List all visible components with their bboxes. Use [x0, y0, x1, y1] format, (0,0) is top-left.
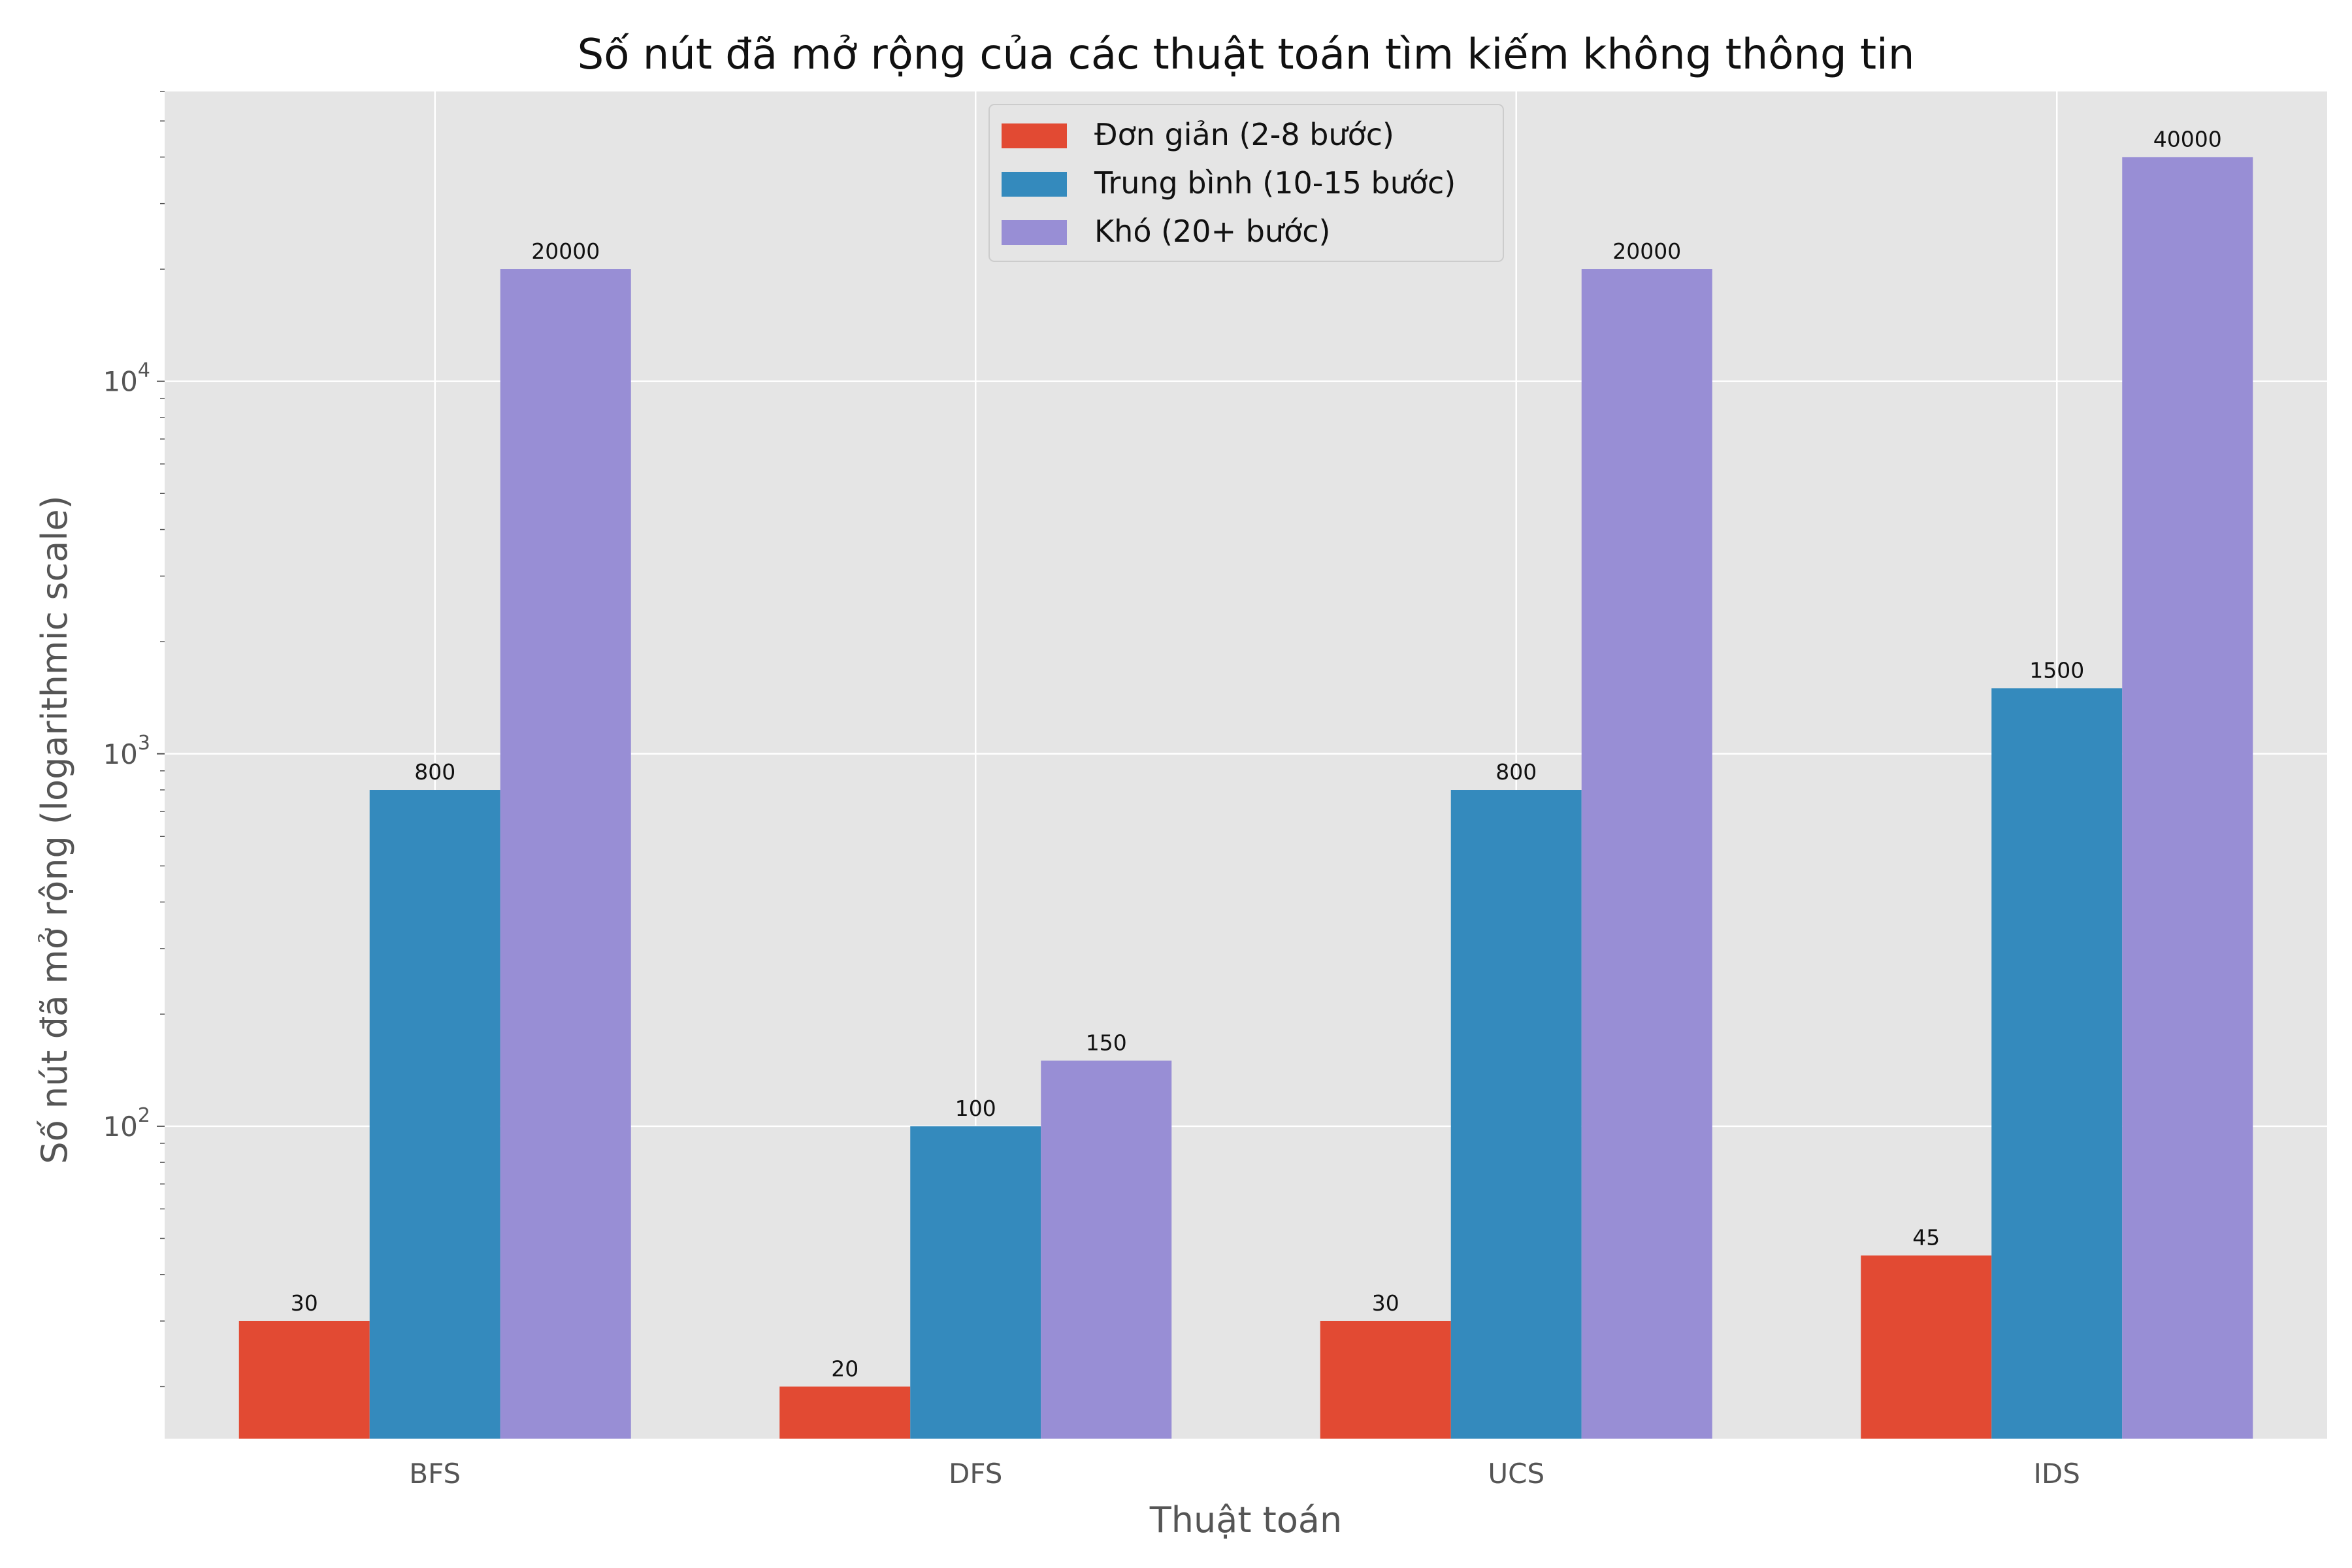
legend-label-medium: Trung bình (10-15 bước)	[1094, 165, 1456, 201]
chart-title: Số nút đã mở rộng của các thuật toán tìm…	[578, 31, 1915, 79]
x-tick-label-ids: IDS	[2034, 1458, 2080, 1490]
bar-ucs-medium	[1450, 790, 1582, 1439]
bar-bfs-hard	[500, 269, 631, 1439]
x-tick-label-bfs: BFS	[409, 1458, 461, 1490]
data-label-dfs-hard: 150	[1086, 1030, 1127, 1055]
bar-dfs-medium	[910, 1126, 1041, 1439]
legend: Đơn giản (2-8 bước) Trung bình (10-15 bư…	[988, 104, 1504, 262]
y-axis-label: Số nút đã mở rộng (logarithmic scale)	[34, 495, 75, 1164]
legend-box	[988, 104, 1504, 262]
data-label-ucs-medium: 800	[1495, 759, 1537, 785]
bar-ids-simple	[1861, 1255, 1992, 1439]
data-label-bfs-simple: 30	[291, 1290, 318, 1316]
legend-swatch-medium	[1002, 172, 1067, 197]
data-label-bfs-medium: 800	[414, 759, 455, 785]
bar-bfs-medium	[369, 790, 500, 1439]
data-label-bfs-hard: 20000	[531, 238, 600, 264]
legend-label-hard: Khó (20+ bước)	[1094, 214, 1330, 249]
bar-ucs-hard	[1581, 269, 1712, 1439]
bar-dfs-hard	[1041, 1060, 1172, 1439]
bar-bfs-simple	[238, 1320, 370, 1439]
minor-ticks	[157, 91, 165, 1388]
data-label-ids-simple: 45	[1912, 1225, 1940, 1250]
data-labels: 30 20 30 45 800 100 800 1500 20000 150 20000 40000	[291, 126, 2222, 1381]
data-label-ids-medium: 1500	[2029, 657, 2084, 683]
x-axis-label: Thuật toán	[1149, 1499, 1342, 1541]
legend-swatch-hard	[1002, 220, 1067, 245]
bar-dfs-simple	[779, 1386, 911, 1439]
bar-ids-hard	[2122, 157, 2253, 1439]
legend-swatch-simple	[1002, 123, 1067, 148]
bar-ucs-simple	[1320, 1320, 1451, 1439]
data-label-ids-hard: 40000	[2153, 126, 2222, 152]
data-label-dfs-simple: 20	[831, 1356, 858, 1381]
x-tick-label-ucs: UCS	[1488, 1458, 1544, 1490]
x-tick-labels: BFS DFS UCS IDS	[409, 1458, 2080, 1490]
bar-ids-medium	[1991, 688, 2123, 1439]
data-label-dfs-medium: 100	[955, 1096, 996, 1121]
data-label-ucs-simple: 30	[1372, 1290, 1399, 1316]
data-label-ucs-hard: 20000	[1612, 238, 1681, 264]
legend-label-simple: Đơn giản (2-8 bước)	[1094, 117, 1394, 152]
x-tick-label-dfs: DFS	[949, 1458, 1002, 1490]
bars	[238, 157, 2253, 1439]
